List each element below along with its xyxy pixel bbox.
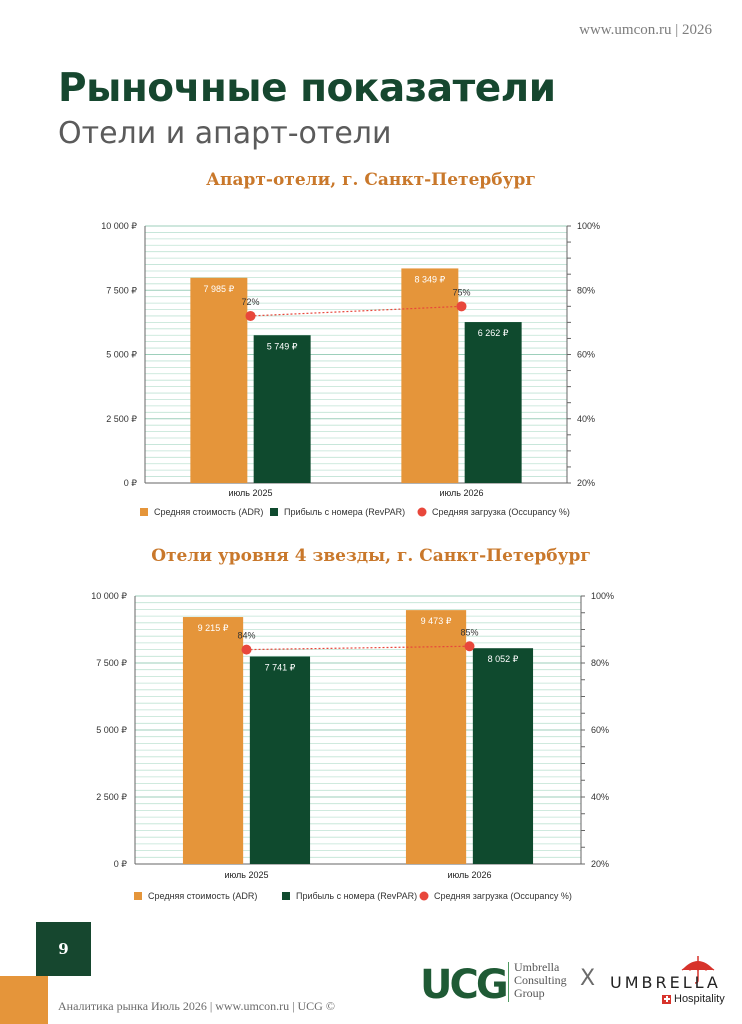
y2-tick-label: 20%	[591, 859, 609, 869]
bar-adr	[405, 610, 467, 864]
site-header: www.umcon.ru | 2026	[579, 22, 712, 38]
data-label-occupancy: 85%	[460, 627, 478, 637]
bar-revpar	[253, 335, 311, 483]
occupancy-point	[245, 310, 256, 321]
ucg-logo: UCG	[420, 962, 509, 1004]
y2-tick-label: 80%	[577, 285, 595, 295]
chart-title-4star-hotels: Отели уровня 4 звезды, г. Санкт-Петербур…	[151, 546, 591, 566]
data-label-adr: 9 473 ₽	[421, 616, 452, 626]
bar-adr	[401, 268, 459, 483]
data-label-revpar: 8 052 ₽	[488, 654, 519, 664]
y2-tick-label: 40%	[577, 414, 595, 424]
y-tick-label: 5 000 ₽	[106, 350, 137, 360]
y-tick-label: 0 ₽	[114, 859, 128, 869]
ucg-tagline-line: Umbrella	[514, 960, 560, 974]
footer-text: Аналитика рынка Июль 2026 | www.umcon.ru…	[58, 999, 335, 1013]
legend-occupancy: Средняя загрузка (Occupancy %)	[434, 891, 572, 901]
occupancy-line	[246, 645, 470, 651]
y-tick-label: 10 000 ₽	[91, 591, 127, 601]
ucg-tagline-line: Consulting	[514, 973, 567, 987]
chart-title-apart-hotels: Апарт-отели, г. Санкт-Петербург	[206, 170, 536, 190]
legend-adr: Средняя стоимость (ADR)	[148, 891, 257, 901]
y-tick-label: 7 500 ₽	[106, 285, 137, 295]
data-label-occupancy: 84%	[237, 631, 255, 641]
umbrella-sub-label: Hospitality	[674, 993, 725, 1005]
y-tick-label: 2 500 ₽	[106, 414, 137, 424]
legend-marker-adr	[134, 892, 142, 900]
ucg-tagline-line: Group	[514, 986, 545, 1000]
umbrella-logo: UMBRELLA	[610, 956, 721, 992]
occupancy-point	[456, 301, 467, 312]
x-tick-label: июль 2025	[228, 488, 272, 498]
legend-marker-occupancy	[419, 891, 429, 901]
y-tick-label: 2 500 ₽	[96, 792, 127, 802]
ucg-tagline: Umbrella Consulting Group	[514, 961, 567, 1000]
occupancy-point	[241, 644, 252, 655]
umbrella-icon	[681, 956, 715, 984]
x-tick-label: июль 2026	[439, 488, 483, 498]
bar-revpar	[249, 656, 311, 864]
legend-marker-adr	[140, 508, 148, 516]
x-tick-label: июль 2025	[224, 870, 268, 880]
page-subtitle: Отели и апарт-отели	[58, 116, 392, 151]
partnership-x-mark: X	[580, 966, 596, 991]
page-number: 9	[36, 922, 91, 976]
legend-revpar: Прибыль с номера (RevPAR)	[284, 507, 405, 517]
y-tick-label: 10 000 ₽	[101, 221, 137, 231]
legend: Средняя стоимость (ADR) Прибыль с номера …	[134, 891, 572, 901]
legend-marker-revpar	[270, 508, 278, 516]
ucg-logo-text: UCG	[420, 962, 506, 1004]
y-tick-label: 7 500 ₽	[96, 658, 127, 668]
bar-revpar	[464, 322, 522, 483]
footer-accent-block	[0, 976, 48, 1024]
legend: Средняя стоимость (ADR) Прибыль с номера …	[140, 507, 570, 517]
legend-occupancy: Средняя загрузка (Occupancy %)	[432, 507, 570, 517]
data-label-revpar: 6 262 ₽	[478, 328, 509, 338]
chart-4star-hotels: 0 ₽ 2 500 ₽ 5 000 ₽ 7 500 ₽ 10 000 ₽ 20% 40% 60…	[91, 591, 614, 901]
bar-adr	[190, 277, 248, 483]
bar-adr	[182, 617, 244, 864]
data-label-revpar: 5 749 ₽	[267, 341, 298, 351]
legend-adr: Средняя стоимость (ADR)	[154, 507, 263, 517]
y-tick-label: 0 ₽	[124, 478, 138, 488]
data-label-adr: 9 215 ₽	[198, 623, 229, 633]
y2-tick-label: 60%	[591, 725, 609, 735]
occupancy-line	[250, 305, 462, 317]
x-tick-label: июль 2026	[447, 870, 491, 880]
data-label-occupancy: 75%	[452, 287, 470, 297]
data-label-adr: 7 985 ₽	[203, 284, 234, 294]
legend-marker-revpar	[282, 892, 290, 900]
legend-revpar: Прибыль с номера (RevPAR)	[296, 891, 417, 901]
y2-tick-label: 60%	[577, 350, 595, 360]
occupancy-point	[464, 641, 475, 652]
y2-tick-label: 20%	[577, 478, 595, 488]
y2-tick-label: 100%	[591, 591, 614, 601]
y2-tick-label: 40%	[591, 792, 609, 802]
umbrella-wordmark: UMBRELLA	[610, 973, 721, 992]
legend-marker-occupancy	[417, 507, 427, 517]
bar-revpar	[472, 648, 534, 864]
data-label-occupancy: 72%	[241, 297, 259, 307]
y2-tick-label: 80%	[591, 658, 609, 668]
swiss-cross-icon	[662, 994, 671, 1004]
y2-tick-label: 100%	[577, 221, 600, 231]
data-label-adr: 8 349 ₽	[414, 274, 445, 284]
umbrella-sub: Hospitality	[662, 993, 725, 1005]
y-tick-label: 5 000 ₽	[96, 725, 127, 735]
data-label-revpar: 7 741 ₽	[265, 663, 296, 673]
ucg-divider	[508, 962, 509, 1002]
chart-apart-hotels: 0 ₽ 2 500 ₽ 5 000 ₽ 7 500 ₽ 10 000 ₽ 20% 40% 60…	[101, 221, 600, 517]
page-title: Рыночные показатели	[58, 66, 556, 111]
